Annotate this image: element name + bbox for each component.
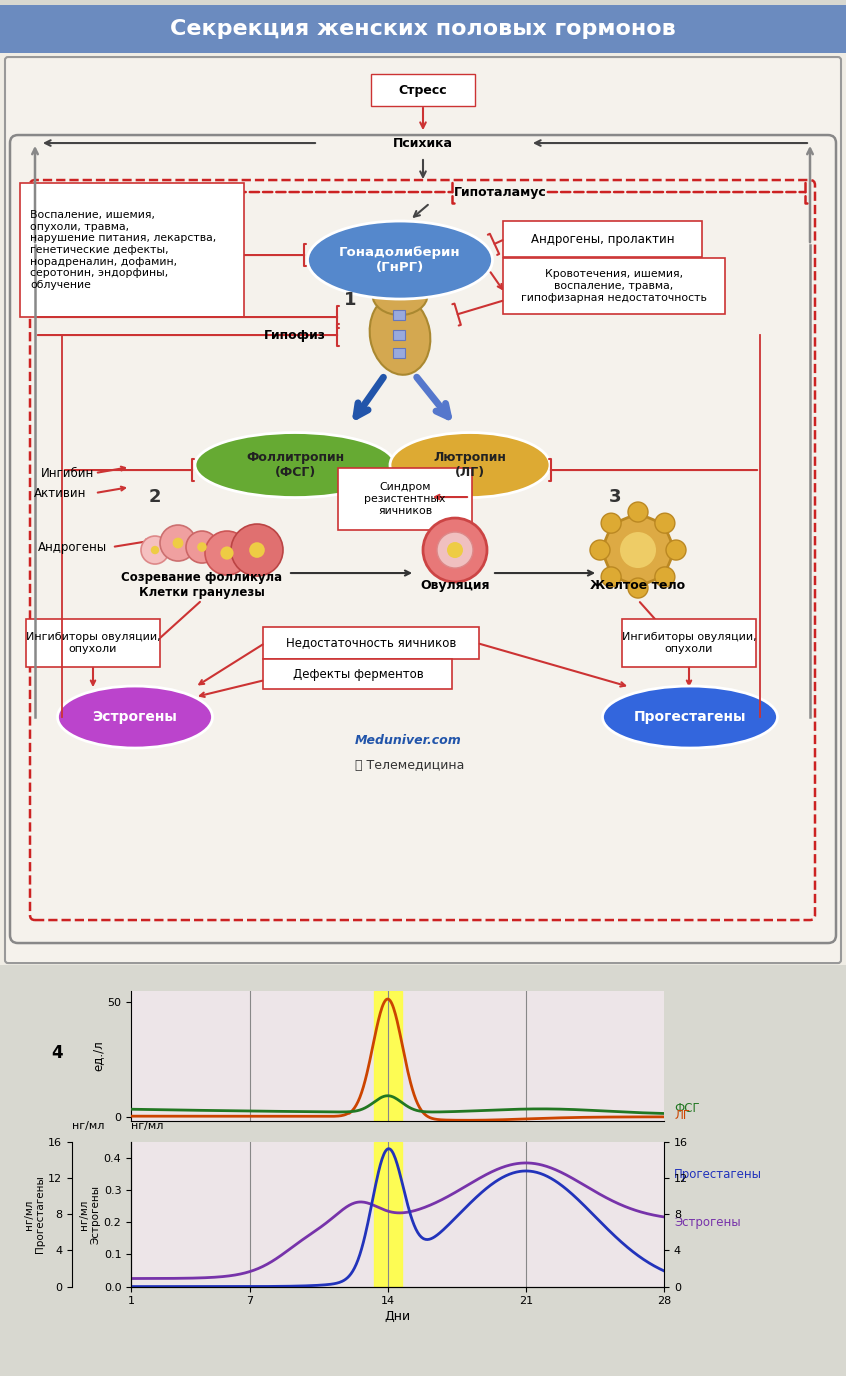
Ellipse shape <box>58 687 212 749</box>
Circle shape <box>628 578 648 599</box>
Text: Андрогены: Андрогены <box>37 541 107 553</box>
FancyBboxPatch shape <box>622 619 756 667</box>
Circle shape <box>423 517 487 582</box>
Text: Гипофиз: Гипофиз <box>264 329 326 341</box>
FancyBboxPatch shape <box>5 56 841 963</box>
Ellipse shape <box>195 432 395 498</box>
Circle shape <box>160 526 196 561</box>
Text: 3: 3 <box>609 488 621 506</box>
Text: Прогестагены: Прогестагены <box>634 710 746 724</box>
FancyBboxPatch shape <box>338 468 472 530</box>
Circle shape <box>221 546 233 560</box>
Ellipse shape <box>602 687 777 749</box>
FancyBboxPatch shape <box>371 74 475 106</box>
Text: Ингибиторы овуляции,
опухоли: Ингибиторы овуляции, опухоли <box>622 632 756 654</box>
Circle shape <box>655 567 675 588</box>
Circle shape <box>186 531 218 563</box>
Bar <box>393 330 405 340</box>
Text: Кровотечения, ишемия,
воспаление, травма,
гипофизарная недостаточность: Кровотечения, ишемия, воспаление, травма… <box>521 270 707 303</box>
Circle shape <box>141 537 169 564</box>
Text: Секрекция женских половых гормонов: Секрекция женских половых гормонов <box>170 19 676 39</box>
Text: 1: 1 <box>343 292 356 310</box>
Text: Овуляция: Овуляция <box>420 578 490 592</box>
Text: Гонадолиберин
(ГнРГ): Гонадолиберин (ГнРГ) <box>339 246 461 274</box>
Circle shape <box>447 542 463 559</box>
Bar <box>393 348 405 358</box>
Text: Ингибин: Ингибин <box>41 466 95 480</box>
FancyBboxPatch shape <box>503 222 702 257</box>
Text: Лютропин
(ЛГ): Лютропин (ЛГ) <box>433 451 507 479</box>
Text: Эстрогены: Эстрогены <box>92 710 178 724</box>
Text: 4: 4 <box>51 1043 63 1062</box>
Text: Фоллитропин
(ФСГ): Фоллитропин (ФСГ) <box>246 451 344 479</box>
Text: Meduniver.com: Meduniver.com <box>355 733 462 747</box>
Bar <box>374 991 402 1121</box>
Circle shape <box>628 502 648 522</box>
Ellipse shape <box>390 432 550 498</box>
Text: Стресс: Стресс <box>398 84 448 96</box>
FancyBboxPatch shape <box>26 619 160 667</box>
Text: Недостаточность яичников: Недостаточность яичников <box>286 637 456 649</box>
Y-axis label: ед./л: ед./л <box>91 1040 105 1072</box>
Circle shape <box>197 542 206 552</box>
Text: Эстрогены: Эстрогены <box>674 1216 740 1229</box>
Text: 2: 2 <box>149 488 162 506</box>
Circle shape <box>602 567 621 588</box>
Ellipse shape <box>370 296 431 374</box>
Circle shape <box>250 542 265 557</box>
Text: Синдром
резистентных
яичников: Синдром резистентных яичников <box>365 483 446 516</box>
FancyBboxPatch shape <box>263 659 452 689</box>
Circle shape <box>205 531 249 575</box>
Text: Созревание фолликула
Клетки гранулезы: Созревание фолликула Клетки гранулезы <box>122 571 283 599</box>
Text: Желтое тело: Желтое тело <box>591 578 685 592</box>
Text: Прогестагены: Прогестагены <box>674 1168 762 1181</box>
Text: ЛГ: ЛГ <box>674 1109 690 1123</box>
Text: ФСГ: ФСГ <box>674 1102 700 1116</box>
Circle shape <box>590 539 610 560</box>
Text: 🔴 Телемедицина: 🔴 Телемедицина <box>355 758 464 772</box>
Circle shape <box>151 546 159 555</box>
Bar <box>374 1142 402 1287</box>
Text: Воспаление, ишемия,
опухоли, травма,
нарушение питания, лекарства,
генетические : Воспаление, ишемия, опухоли, травма, нар… <box>30 211 217 290</box>
Bar <box>0 6 846 54</box>
Circle shape <box>231 524 283 577</box>
Text: Ингибиторы овуляции,
опухоли: Ингибиторы овуляции, опухоли <box>25 632 160 654</box>
Circle shape <box>437 533 473 568</box>
Circle shape <box>620 533 656 568</box>
Ellipse shape <box>365 263 410 297</box>
Y-axis label: нг/мл
Эстрогены: нг/мл Эстрогены <box>80 1185 101 1244</box>
Bar <box>393 310 405 321</box>
Circle shape <box>604 516 672 583</box>
Y-axis label: нг/мл
Прогестагены: нг/мл Прогестагены <box>24 1175 46 1254</box>
Text: нг/мл: нг/мл <box>72 1121 104 1131</box>
Circle shape <box>666 539 686 560</box>
Circle shape <box>655 513 675 533</box>
Circle shape <box>602 513 621 533</box>
Text: нг/мл: нг/мл <box>131 1121 163 1131</box>
Text: Гипоталамус: Гипоталамус <box>453 186 547 198</box>
FancyBboxPatch shape <box>263 627 479 659</box>
Text: Активин: Активин <box>34 487 86 499</box>
X-axis label: Дни: Дни <box>385 1310 410 1324</box>
Text: Дефекты ферментов: Дефекты ферментов <box>293 667 423 681</box>
FancyBboxPatch shape <box>20 183 244 316</box>
FancyBboxPatch shape <box>503 259 725 314</box>
Text: Псиxика: Псиxика <box>393 136 453 150</box>
Text: Андрогены, пролактин: Андрогены, пролактин <box>531 233 675 245</box>
Circle shape <box>173 538 184 549</box>
Ellipse shape <box>307 222 492 299</box>
Ellipse shape <box>372 275 427 315</box>
